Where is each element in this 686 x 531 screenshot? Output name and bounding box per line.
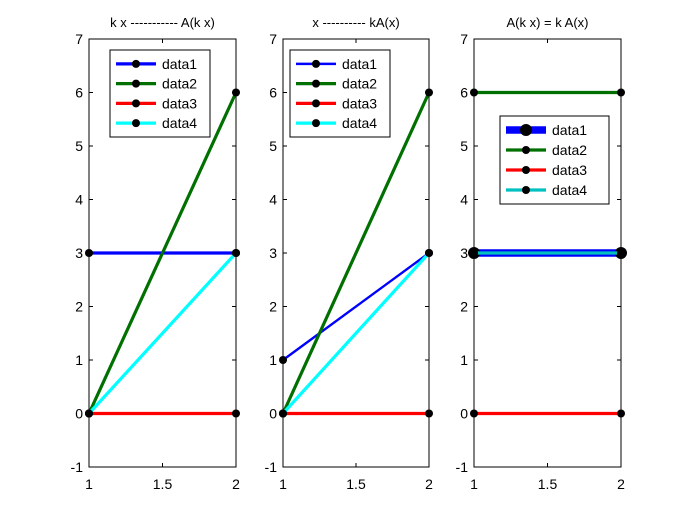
- chart-1-ytick-label: 6: [75, 85, 83, 101]
- chart-3-legend-label-data3: data3: [552, 162, 587, 178]
- chart-1-xtick-label: 1: [85, 476, 93, 492]
- chart-1-ytick-label: 7: [75, 31, 83, 47]
- chart-1-series-data4-point: [85, 409, 93, 418]
- chart-1-title: k x ----------- A(k x): [110, 15, 215, 30]
- chart-2-ytick-label: -1: [265, 459, 278, 475]
- chart-3-legend-marker-data3: [522, 166, 530, 174]
- chart-3-series-data3-point: [617, 409, 625, 418]
- chart-2-legend-marker-data3: [312, 99, 320, 108]
- chart-1-legend-marker-data2: [132, 79, 140, 88]
- chart-3-series-data2-point: [470, 88, 478, 97]
- chart-2-series-data4-point: [279, 409, 287, 418]
- chart-3-legend-label-data1: data1: [552, 122, 587, 138]
- chart-1-ytick-label: 4: [75, 192, 83, 208]
- chart-1: k x ----------- A(k x) -1 0 1 2 3 4 5 6 7 1 1.5 2 dat…: [71, 15, 241, 492]
- chart-3-ytick-label: -1: [456, 459, 469, 475]
- chart-2-series-data4-line: [281, 251, 431, 415]
- chart-2-series-data1-point: [279, 356, 287, 364]
- chart-3-legend-label-data2: data2: [552, 142, 587, 158]
- chart-3-title: A(k x) = k A(x): [507, 15, 589, 30]
- chart-2-legend-label-data4: data4: [342, 115, 377, 131]
- chart-3-legend-label-data4: data4: [552, 182, 587, 198]
- chart-1-legend-marker-data1: [132, 59, 140, 68]
- chart-2-xtick-label: 1.5: [346, 476, 366, 492]
- chart-3-ytick-label: 0: [460, 406, 468, 422]
- chart-2-xtick-label: 1: [279, 476, 287, 492]
- chart-3: A(k x) = k A(x) -1 0 1 2 3 4 5 6 7 1 1.5 2 data1 data2…: [456, 15, 627, 492]
- chart-2-ytick-label: 2: [269, 299, 277, 315]
- chart-2-ytick-label: 5: [269, 138, 277, 154]
- chart-1-legend-label-data2: data2: [162, 76, 197, 92]
- chart-3-legend-marker-data4: [522, 186, 530, 194]
- chart-1-series-data3-point: [232, 409, 240, 418]
- chart-3-series-data3-point: [470, 409, 478, 418]
- chart-1-xtick-label: 2: [232, 476, 240, 492]
- chart-1-legend-marker-data3: [132, 99, 140, 108]
- chart-2-series-data4-point: [425, 249, 433, 257]
- chart-1-legend: data1 data2 data3 data4: [109, 49, 211, 138]
- chart-2-legend-label-data3: data3: [342, 95, 377, 111]
- chart-2-legend-marker-data4: [312, 119, 320, 128]
- chart-1-series-data2-point: [232, 88, 240, 97]
- chart-1-legend-label-data3: data3: [162, 95, 197, 111]
- chart-3-legend-marker-data2: [522, 146, 530, 154]
- chart-3-legend-marker-data1: [520, 124, 532, 136]
- chart-1-ytick-label: 5: [75, 138, 83, 154]
- chart-3-ytick-label: 6: [460, 85, 468, 101]
- chart-3-ytick-label: 4: [460, 192, 468, 208]
- chart-3-xtick-label: 1: [470, 476, 478, 492]
- chart-1-ytick-label: -1: [71, 459, 84, 475]
- chart-2-ytick-label: 3: [269, 245, 277, 261]
- chart-2-legend-marker-data2: [312, 79, 320, 88]
- chart-2-series-data2-line: [281, 91, 431, 415]
- chart-2-ytick-label: 1: [269, 352, 277, 368]
- chart-2-series-data3-point: [425, 409, 433, 418]
- chart-3-ytick-label: 5: [460, 138, 468, 154]
- chart-2-series-data1-line: [282, 252, 430, 361]
- chart-3-series-data4-point: [617, 249, 625, 257]
- chart-1-legend-label-data4: data4: [162, 115, 197, 131]
- chart-2-ytick-label: 7: [269, 31, 277, 47]
- chart-3-ytick-label: 2: [460, 299, 468, 315]
- chart-1-ytick-label: 3: [75, 245, 83, 261]
- chart-1-series-data4-line: [87, 251, 238, 415]
- chart-2-xtick-label: 2: [425, 476, 433, 492]
- chart-2-legend-label-data2: data2: [342, 76, 377, 92]
- chart-3-series-data4-point: [470, 249, 478, 257]
- chart-1-ytick-label: 1: [75, 352, 83, 368]
- chart-2-title: x ---------- kA(x): [312, 15, 399, 30]
- chart-2-legend: data1 data2 data3 data4: [289, 49, 391, 138]
- chart-1-legend-label-data1: data1: [162, 56, 197, 72]
- chart-3-ytick-label: 7: [460, 31, 468, 47]
- chart-3-legend: data1 data2 data3 data4: [499, 115, 610, 205]
- chart-1-legend-marker-data4: [132, 119, 140, 128]
- chart-3-series-data2-point: [617, 88, 625, 97]
- chart-1-ytick-label: 2: [75, 299, 83, 315]
- chart-1-series-data1-point: [85, 249, 93, 257]
- chart-1-series-data4-point: [232, 249, 240, 257]
- chart-3-xtick-label: 1.5: [538, 476, 558, 492]
- chart-1-xtick-label: 1.5: [153, 476, 173, 492]
- chart-3-xtick-label: 2: [617, 476, 625, 492]
- chart-3-ytick-label: 3: [460, 245, 468, 261]
- chart-2-legend-marker-data1: [312, 59, 320, 68]
- chart-2-series-data2-point: [425, 88, 433, 97]
- chart-2-ytick-label: 0: [269, 406, 277, 422]
- chart-2-legend-label-data1: data1: [342, 56, 377, 72]
- chart-3-ytick-label: 1: [460, 352, 468, 368]
- chart-1-ytick-label: 0: [75, 406, 83, 422]
- chart-1-series-data2-line: [87, 91, 238, 415]
- chart-2-ytick-label: 4: [269, 192, 277, 208]
- chart-2-ytick-label: 6: [269, 85, 277, 101]
